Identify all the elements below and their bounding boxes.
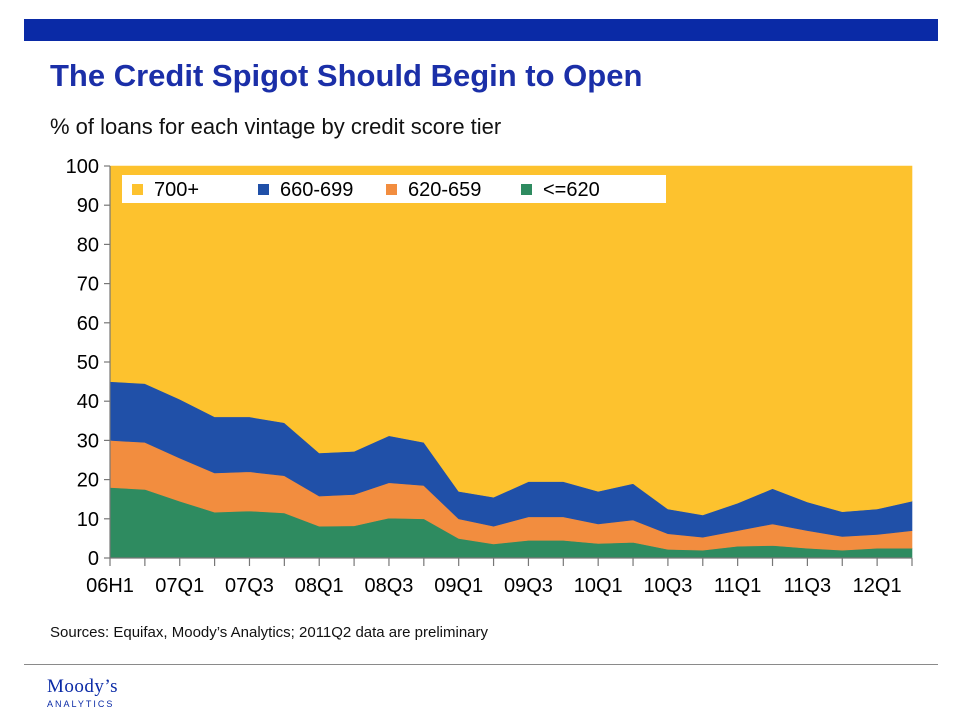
- slide-title: The Credit Spigot Should Begin to Open: [50, 58, 643, 93]
- legend-swatch-le-620: [521, 184, 532, 195]
- legend-label-700-plus: 700+: [154, 179, 199, 201]
- y-tick-label-100: 100: [66, 156, 99, 178]
- y-tick-label-30: 30: [77, 430, 99, 452]
- x-tick-label-09q3: 09Q3: [504, 575, 553, 597]
- legend-swatch-620-659: [386, 184, 397, 195]
- x-tick-label-11q3: 11Q3: [784, 575, 831, 597]
- stacked-area-chart: 0 10 20 30 40 50 60 70 80 90 100 06H1 07Q1 07Q3 08Q1 08…: [66, 156, 913, 597]
- y-tick-label-10: 10: [77, 509, 99, 531]
- y-tick-label-90: 90: [77, 195, 99, 217]
- x-tick-label-12q1: 12Q1: [853, 575, 902, 597]
- x-tick-label-07q1: 07Q1: [155, 575, 204, 597]
- legend-label-660-699: 660-699: [280, 179, 353, 201]
- axes: 0 10 20 30 40 50 60 70 80 90 100 06H1 07Q1 07Q3 08Q1 08…: [66, 156, 913, 597]
- sources-note: Sources: Equifax, Moody’s Analytics; 201…: [50, 624, 489, 641]
- chart-subtitle: % of loans for each vintage by credit sc…: [50, 114, 502, 139]
- logo-subtitle: ANALYTICS: [47, 699, 115, 709]
- x-tick-label-11q1: 11Q1: [714, 575, 761, 597]
- x-tick-label-08q1: 08Q1: [295, 575, 344, 597]
- logo-name: Moody’s: [47, 676, 119, 697]
- legend-label-620-659: 620-659: [408, 179, 481, 201]
- x-tick-label-08q3: 08Q3: [364, 575, 413, 597]
- area-series-700-plus: [109, 165, 913, 516]
- x-tick-label-10q3: 10Q3: [643, 575, 692, 597]
- legend: 700+ 660-699 620-659 <=620: [122, 175, 666, 203]
- top-brand-bar: [24, 19, 938, 41]
- y-tick-label-60: 60: [77, 313, 99, 335]
- x-tick-label-07q3: 07Q3: [225, 575, 274, 597]
- plot-area: [109, 165, 913, 559]
- y-tick-label-50: 50: [77, 352, 99, 374]
- y-tick-label-70: 70: [77, 274, 99, 296]
- y-tick-label-40: 40: [77, 391, 99, 413]
- x-tick-label-06h1: 06H1: [86, 575, 134, 597]
- x-tick-label-10q1: 10Q1: [574, 575, 623, 597]
- legend-swatch-660-699: [258, 184, 269, 195]
- footer-divider: [24, 664, 938, 665]
- legend-label-le-620: <=620: [543, 179, 600, 201]
- y-tick-label-0: 0: [88, 548, 99, 570]
- y-tick-label-80: 80: [77, 234, 99, 256]
- x-tick-label-09q1: 09Q1: [434, 575, 483, 597]
- legend-swatch-700-plus: [132, 184, 143, 195]
- moodys-analytics-logo: Moody’s ANALYTICS: [47, 676, 118, 709]
- y-tick-label-20: 20: [77, 470, 99, 492]
